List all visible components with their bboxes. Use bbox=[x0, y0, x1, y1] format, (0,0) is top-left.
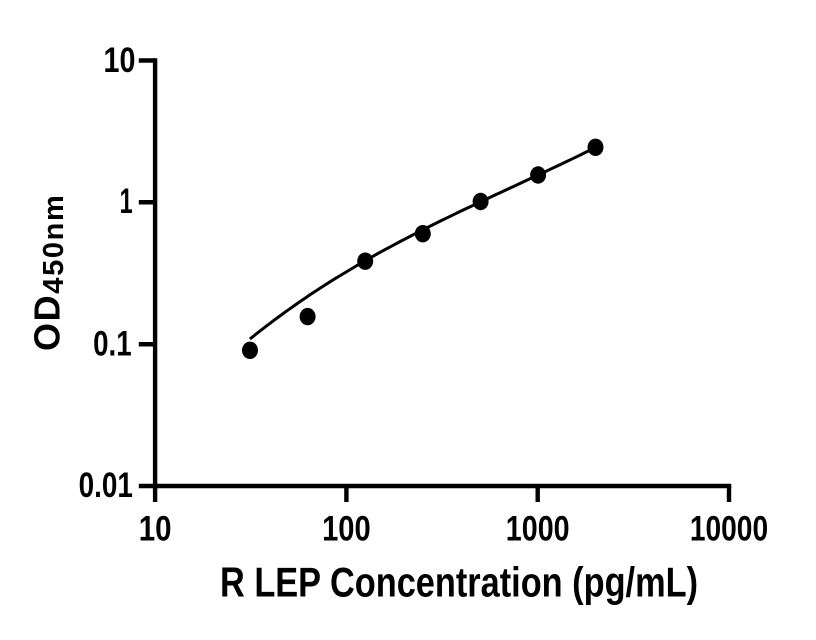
svg-text:1: 1 bbox=[120, 182, 133, 221]
svg-text:10000: 10000 bbox=[690, 509, 768, 548]
svg-text:R LEP Concentration (pg/mL): R LEP Concentration (pg/mL) bbox=[220, 559, 698, 606]
svg-text:10: 10 bbox=[104, 41, 136, 80]
svg-text:10: 10 bbox=[139, 509, 172, 548]
svg-text:1000: 1000 bbox=[506, 509, 570, 548]
svg-text:100: 100 bbox=[322, 509, 371, 548]
svg-text:0.1: 0.1 bbox=[93, 325, 132, 364]
svg-text:0.01: 0.01 bbox=[79, 466, 133, 505]
